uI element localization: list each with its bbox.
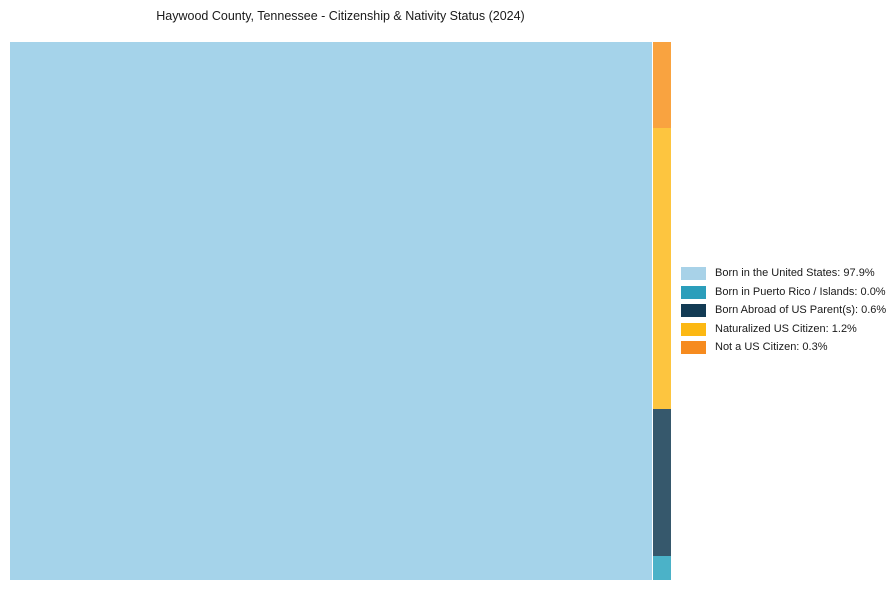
treemap-rect-born-puerto-rico[interactable]: [653, 556, 671, 580]
legend-item-born-puerto-rico: Born in Puerto Rico / Islands: 0.0%: [681, 285, 886, 299]
legend-swatch-not-a-us-citizen: [681, 341, 706, 354]
treemap-rect-not-a-us-citizen[interactable]: [653, 42, 671, 128]
legend-swatch-naturalized-citizen: [681, 322, 706, 336]
treemap-rect-born-in-us[interactable]: [10, 42, 652, 580]
legend-item-not-a-us-citizen: Not a US Citizen: 0.3%: [681, 341, 886, 354]
legend-swatch-born-puerto-rico: [681, 285, 706, 299]
legend-swatch-born-abroad: [681, 304, 706, 317]
legend-item-born-in-us: Born in the United States: 97.9%: [681, 267, 886, 280]
legend-swatch-born-in-us: [681, 267, 706, 280]
legend-label: Born Abroad of US Parent(s): 0.6%: [715, 304, 887, 316]
legend-item-born-abroad: Born Abroad of US Parent(s): 0.6%: [681, 304, 886, 317]
legend-label: Naturalized US Citizen: 1.2%: [715, 322, 857, 335]
treemap-rect-born-abroad[interactable]: [653, 409, 671, 556]
legend-item-naturalized-citizen: Naturalized US Citizen: 1.2%: [681, 322, 886, 336]
chart-title: Haywood County, Tennessee - Citizenship …: [156, 9, 525, 23]
treemap-plot: [10, 42, 671, 580]
legend-label: Born in the United States: 97.9%: [715, 267, 875, 279]
legend: Born in the United States: 97.9% Born in…: [681, 267, 886, 360]
treemap-rect-naturalized-citizen[interactable]: [653, 128, 671, 409]
legend-label: Born in Puerto Rico / Islands: 0.0%: [715, 285, 886, 298]
legend-label: Not a US Citizen: 0.3%: [715, 341, 828, 353]
